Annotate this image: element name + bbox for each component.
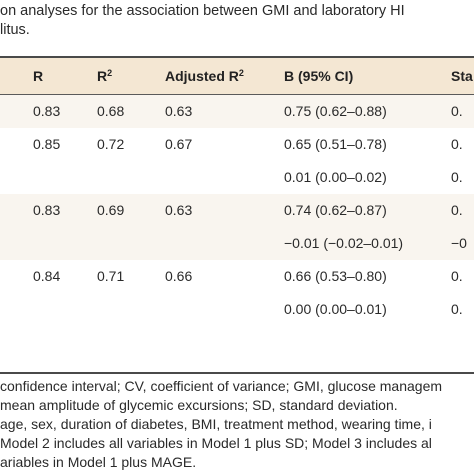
footnote-line: ariables in Model 1 plus MAGE. [0,454,197,470]
caption-line: on analyses for the association between … [0,3,405,19]
cell-standardized: 0. [451,136,463,152]
footnote-line: age, sex, duration of diabetes, BMI, tre… [0,416,432,432]
regression-table: R R2 Adjusted R2 B (95% CI) Sta 0.83 0.6… [0,56,474,374]
cell-standardized: 0. [451,169,463,185]
table-header-row: R R2 Adjusted R2 B (95% CI) Sta [0,58,474,95]
cell-b-ci: 0.01 (0.00–0.02) [284,169,387,185]
cell-b-ci: 0.74 (0.62–0.87) [284,202,387,218]
header-r2-superscript: 2 [107,68,113,78]
cell-r2: 0.69 [97,202,125,218]
cell-standardized: 0. [451,301,463,317]
header-adjusted-r2-superscript: 2 [238,68,244,78]
cell-adjusted-r2: 0.63 [165,103,193,119]
table-footnotes: confidence interval; CV, coefficient of … [0,377,474,472]
cell-b-ci: 0.66 (0.53–0.80) [284,268,387,284]
table-row: 0.85 0.72 0.67 0.65 (0.51–0.78) 0. [0,128,474,161]
header-adjusted-r2: Adjusted R2 [165,58,244,94]
table-row: 0.83 0.69 0.63 0.74 (0.62–0.87) 0. [0,194,474,227]
footnote-line: Model 2 includes all variables in Model … [0,435,432,451]
cell-b-ci: 0.65 (0.51–0.78) [284,136,387,152]
table-top-rule [0,56,474,58]
cell-standardized: 0. [451,202,463,218]
cell-adjusted-r2: 0.63 [165,202,193,218]
table-bottom-rule [0,372,474,374]
cell-r2: 0.71 [97,268,125,284]
cell-r: 0.84 [33,268,61,284]
table-row: −0.01 (−0.02–0.01) −0 [0,227,474,260]
header-adjusted-r2-text: Adjusted R [165,68,239,84]
footnote-line: mean amplitude of glycemic excursions; S… [0,397,398,413]
header-standardized: Sta [451,68,473,84]
table-row: 0.00 (0.00–0.01) 0. [0,293,474,326]
cell-standardized: 0. [451,103,463,119]
cell-standardized: 0. [451,268,463,284]
table-caption: on analyses for the association between … [0,2,474,40]
cell-b-ci: 0.75 (0.62–0.88) [284,103,387,119]
cell-b-ci: −0.01 (−0.02–0.01) [284,235,404,251]
cell-r2: 0.72 [97,136,125,152]
table-row: 0.01 (0.00–0.02) 0. [0,161,474,194]
cell-adjusted-r2: 0.66 [165,268,193,284]
header-r2: R2 [97,58,112,94]
header-r2-text: R [97,68,108,84]
caption-line: litus. [0,22,30,38]
table-row: 0.84 0.71 0.66 0.66 (0.53–0.80) 0. [0,260,474,293]
cell-r: 0.83 [33,202,61,218]
table-row: 0.83 0.68 0.63 0.75 (0.62–0.88) 0. [0,95,474,128]
header-b-ci: B (95% CI) [284,68,354,84]
cell-r: 0.83 [33,103,61,119]
cell-standardized: −0 [451,235,467,251]
header-r: R [33,68,44,84]
cell-r2: 0.68 [97,103,125,119]
cell-adjusted-r2: 0.67 [165,136,193,152]
footnote-line: confidence interval; CV, coefficient of … [0,378,443,394]
cell-b-ci: 0.00 (0.00–0.01) [284,301,387,317]
cell-r: 0.85 [33,136,61,152]
